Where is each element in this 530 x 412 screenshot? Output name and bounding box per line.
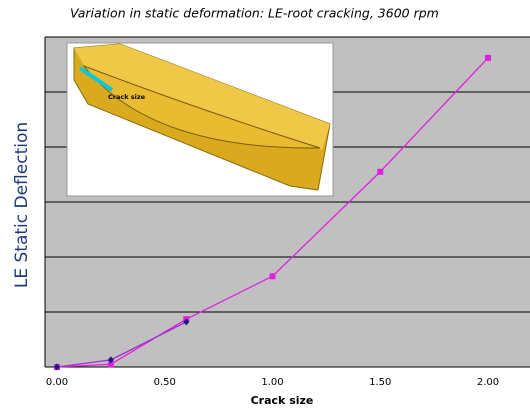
chart: Variation in static deformation: LE-root…	[0, 0, 530, 412]
point	[377, 169, 383, 175]
x-axis-label: Crack size	[251, 394, 314, 407]
x-tick-label: 1.50	[369, 377, 391, 388]
chart-title: Variation in static deformation: LE-root…	[70, 6, 439, 21]
inset-image: Crack size	[67, 43, 333, 196]
x-tick-label: 2.00	[477, 377, 499, 388]
x-tick-label: 0.00	[46, 377, 68, 388]
x-tick-label: 1.00	[261, 377, 283, 388]
point	[485, 55, 491, 61]
point	[270, 273, 276, 279]
x-tick-label: 0.50	[154, 377, 176, 388]
inset-label: Crack size	[108, 93, 146, 101]
y-axis-label: LE Static Deflection	[12, 122, 32, 288]
